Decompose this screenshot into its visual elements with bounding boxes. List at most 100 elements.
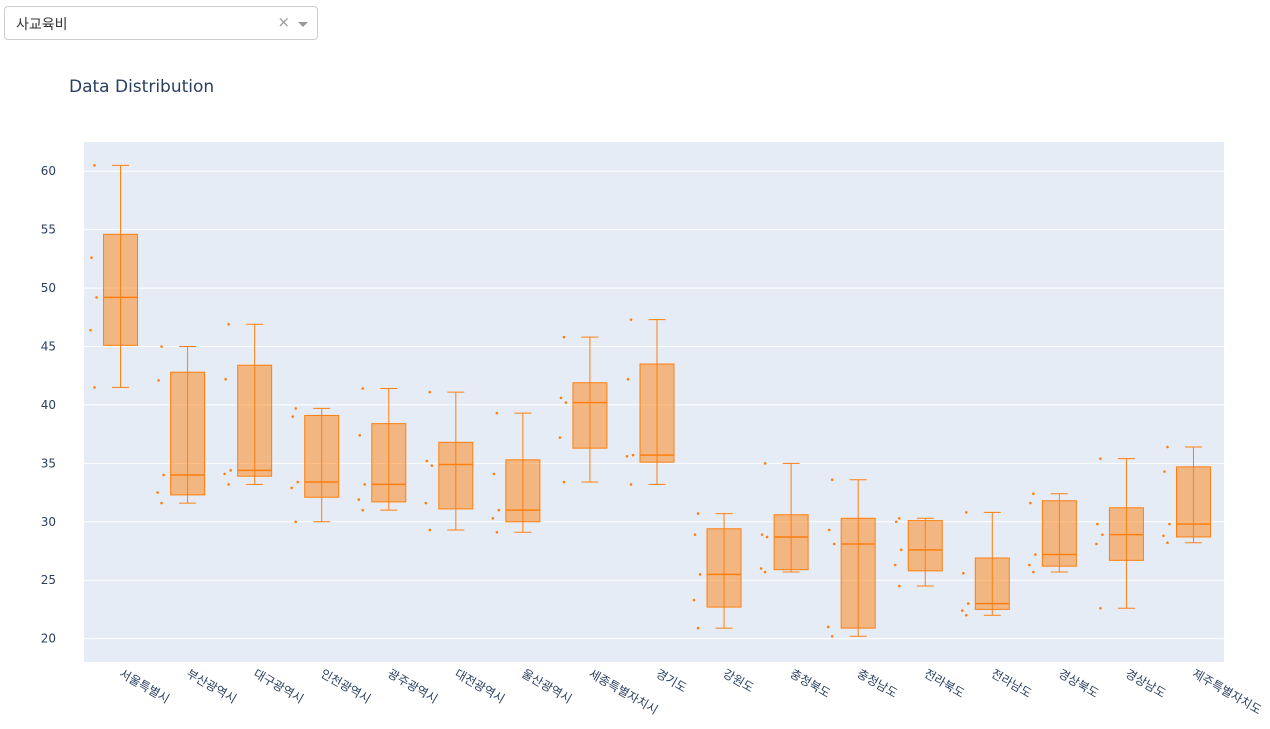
data-point [966, 602, 970, 605]
box [103, 233, 139, 346]
data-point [693, 533, 697, 536]
data-point [765, 535, 769, 539]
data-point [428, 390, 432, 394]
box [840, 517, 876, 629]
box-group [893, 516, 943, 588]
data-point [692, 598, 696, 602]
data-point [1029, 501, 1032, 505]
data-point [162, 473, 165, 477]
data-point [224, 377, 227, 381]
data-point [495, 411, 499, 415]
x-tick-label: 서울특별시 [117, 666, 172, 706]
data-point [294, 520, 298, 524]
chevron-down-icon[interactable] [298, 22, 308, 27]
data-point [227, 483, 230, 486]
data-point [425, 459, 429, 463]
x-tick-label: 인천광역시 [318, 666, 373, 707]
data-point [1028, 563, 1031, 567]
box-group [960, 511, 1010, 617]
data-point [491, 516, 495, 520]
chart-title: Data Distribution [69, 77, 214, 97]
data-point [1099, 606, 1102, 610]
data-point [290, 486, 294, 490]
data-point [227, 322, 230, 326]
data-point [358, 434, 362, 437]
box-group [558, 335, 608, 484]
x-tick-label: 세종특별자치시 [586, 666, 660, 717]
box [505, 459, 541, 523]
data-point [894, 520, 898, 524]
x-tick-label: 경기도 [654, 666, 690, 695]
data-point [629, 318, 633, 321]
data-point [424, 501, 428, 505]
data-point [763, 462, 767, 465]
y-tick-label: 40 [41, 398, 56, 412]
x-tick-label: 제주특별자치도 [1190, 666, 1264, 717]
y-tick-label: 55 [41, 223, 56, 237]
data-point [961, 571, 965, 575]
data-point [160, 501, 163, 505]
data-point [826, 625, 830, 629]
data-point [830, 478, 834, 482]
data-point [625, 455, 629, 458]
data-point [93, 386, 96, 389]
x-axis: 서울특별시 부산광역시 대구광역시 인천광역시 광주광역시 대전광역시 울산광역시 세종특별자… [117, 666, 1264, 718]
data-point [1162, 534, 1165, 538]
data-point [626, 377, 630, 381]
data-point [897, 584, 901, 588]
data-point [832, 542, 836, 546]
box-group [223, 322, 273, 486]
box-group [692, 512, 742, 630]
data-point [1163, 470, 1166, 473]
clear-icon[interactable]: × [277, 13, 290, 31]
box [237, 364, 273, 477]
data-point [495, 530, 499, 534]
box [907, 520, 943, 572]
data-point [1032, 570, 1035, 574]
box-group [759, 462, 809, 574]
box-group [89, 164, 139, 389]
data-point [897, 516, 901, 520]
data-point [1168, 522, 1171, 526]
box [572, 382, 608, 449]
region-metric-dropdown[interactable]: 사교육비 × [4, 6, 318, 40]
data-point [497, 508, 501, 512]
data-point [492, 472, 496, 476]
data-point [160, 345, 163, 348]
data-point [294, 407, 298, 410]
data-point [763, 570, 767, 574]
box [1175, 466, 1211, 538]
box-group [424, 390, 474, 532]
data-point [223, 472, 226, 476]
box-group [826, 478, 876, 638]
x-tick-label: 대전광역시 [452, 666, 507, 706]
y-tick-label: 30 [41, 515, 56, 529]
box-group [1162, 445, 1211, 545]
y-tick-label: 45 [41, 339, 56, 353]
box [371, 423, 407, 503]
data-point [361, 508, 365, 512]
data-point [89, 328, 92, 332]
x-tick-label: 충청남도 [855, 666, 900, 700]
x-tick-label: 울산광역시 [519, 666, 574, 706]
y-tick-label: 35 [41, 456, 56, 470]
box-group [156, 345, 206, 505]
data-point [90, 256, 93, 259]
box [639, 363, 675, 463]
x-tick-label: 경상남도 [1123, 666, 1168, 700]
data-point [562, 335, 566, 339]
data-point [430, 464, 434, 467]
box-group [290, 407, 340, 524]
data-point [696, 626, 700, 630]
box [706, 528, 742, 608]
data-point [1095, 542, 1098, 546]
data-point [899, 548, 903, 552]
dropdown-selected-value: 사교육비 [16, 17, 68, 33]
x-tick-label: 부산광역시 [184, 666, 239, 706]
data-point [93, 164, 96, 167]
box-group [357, 387, 407, 512]
data-point [1096, 522, 1099, 526]
box-group [625, 318, 675, 486]
data-point [830, 634, 834, 638]
data-point [559, 396, 563, 400]
